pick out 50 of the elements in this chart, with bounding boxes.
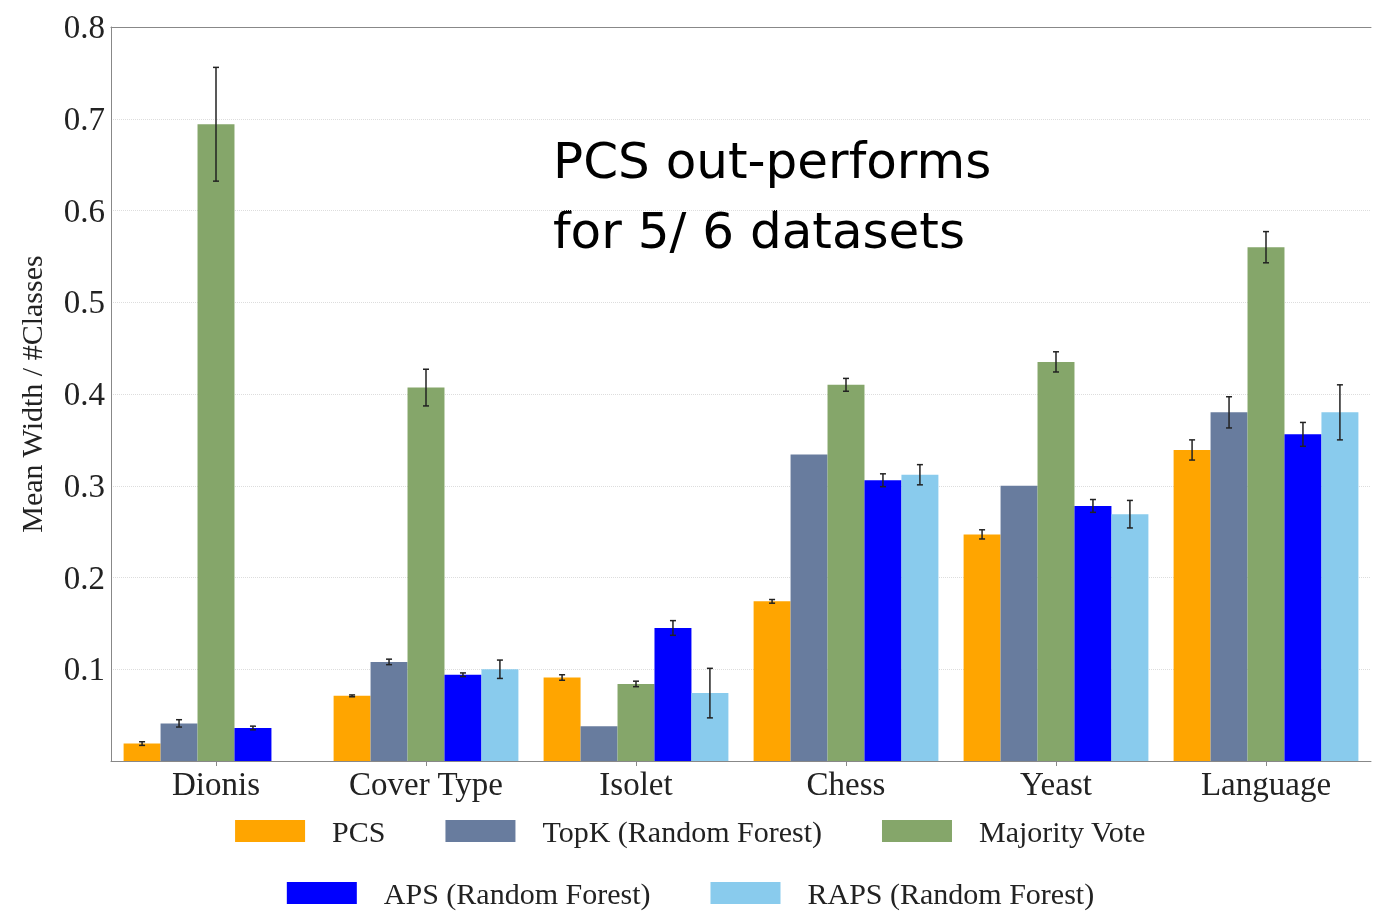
bar xyxy=(197,124,235,761)
bar xyxy=(481,669,519,761)
y-tick-label: 0.1 xyxy=(63,651,105,688)
x-tick-label: Yeast xyxy=(1020,765,1092,802)
bar xyxy=(1000,485,1038,761)
bar xyxy=(691,693,729,761)
x-tick-label: Language xyxy=(1200,765,1332,802)
bar xyxy=(901,474,939,761)
bar xyxy=(1247,247,1285,761)
legend-label: TopK (Random Forest) xyxy=(542,814,822,849)
legend-label: PCS xyxy=(332,814,386,848)
x-tick-label: Isolet xyxy=(599,765,673,802)
legend-label: APS (Random Forest) xyxy=(383,876,651,911)
bar xyxy=(444,674,482,761)
x-tick-label: Dionis xyxy=(171,765,261,802)
bar xyxy=(1321,412,1359,761)
bar xyxy=(234,727,272,761)
bar xyxy=(654,627,692,761)
y-tick-label: 0.7 xyxy=(63,100,105,137)
bar xyxy=(370,661,408,761)
bar xyxy=(1210,412,1248,761)
bar xyxy=(827,384,865,761)
x-tick-label: Chess xyxy=(806,765,886,802)
bar xyxy=(160,723,198,761)
y-axis-title: Mean Width / #Classes xyxy=(14,255,48,533)
bar xyxy=(1111,514,1149,761)
bar xyxy=(1074,505,1112,761)
bar xyxy=(580,726,618,761)
y-tick-label: 0.4 xyxy=(63,376,105,412)
bar xyxy=(864,480,902,761)
bar xyxy=(1284,434,1322,761)
bar xyxy=(753,601,791,761)
bar xyxy=(333,695,371,761)
bar xyxy=(543,677,581,761)
bar xyxy=(407,387,445,761)
y-tick-label: 0.3 xyxy=(63,467,105,504)
y-tick-label: 0.2 xyxy=(63,559,105,596)
x-tick-label: Cover Type xyxy=(349,765,503,802)
y-tick-label: 0.5 xyxy=(63,284,105,321)
bar xyxy=(963,534,1001,761)
y-tick-label: 0.6 xyxy=(63,192,105,229)
legend-label: Majority Vote xyxy=(978,814,1146,848)
y-tick-label: 0.8 xyxy=(63,9,105,45)
bar xyxy=(1037,361,1075,761)
bar xyxy=(1173,449,1211,761)
bar xyxy=(617,683,655,761)
legend-label: RAPS (Random Forest) xyxy=(807,876,1095,911)
annotation: PCS out-performs for 5/ 6 datasets xyxy=(553,132,992,260)
bar xyxy=(123,743,161,761)
bar xyxy=(790,454,828,761)
